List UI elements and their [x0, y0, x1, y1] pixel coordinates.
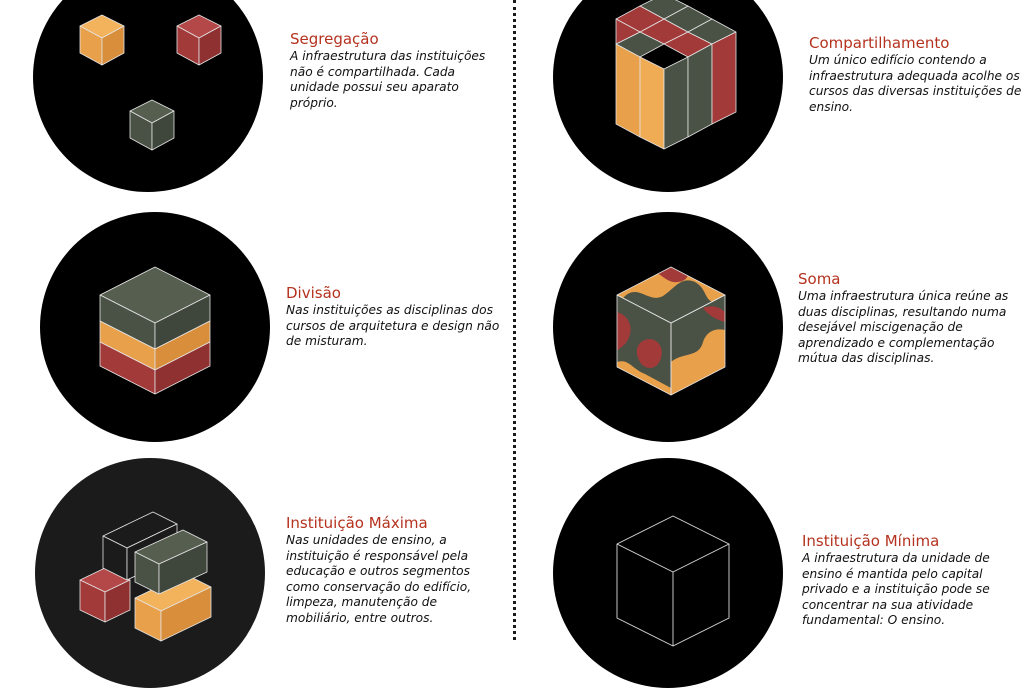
caption-text: A infraestrutura das instituições não é … [290, 49, 505, 111]
caption-segregation: Segregação A infraestrutura das institui… [290, 30, 505, 111]
center-divider [513, 0, 516, 640]
shared-cube-illustration [553, 0, 783, 192]
caption-title: Soma [798, 270, 1013, 288]
caption-title: Divisão [286, 284, 501, 302]
caption-compartilhamento: Compartilhamento Um único edifício conte… [809, 34, 1024, 115]
layered-cube-illustration [40, 212, 270, 442]
min-institution-diagram [553, 458, 783, 688]
sharing-diagram [553, 0, 783, 192]
caption-text: Nas instituições as disciplinas dos curs… [286, 303, 501, 350]
caption-instituicao-minima: Instituição Mínima A infraestrutura da u… [802, 532, 1017, 629]
separate-cubes-illustration [33, 0, 263, 192]
caption-instituicao-maxima: Instituição Máxima Nas unidades de ensin… [286, 514, 501, 626]
division-diagram [40, 212, 270, 442]
caption-text: Nas unidades de ensino, a instituição é … [286, 533, 501, 626]
caption-title: Instituição Mínima [802, 532, 1017, 550]
caption-title: Instituição Máxima [286, 514, 501, 532]
caption-divisao: Divisão Nas instituições as disciplinas … [286, 284, 501, 350]
max-institution-diagram [35, 458, 265, 688]
caption-text: A infraestrutura da unidade de ensino é … [802, 551, 1017, 629]
sum-diagram [553, 212, 783, 442]
caption-text: Uma infraestrutura única reúne as duas d… [798, 289, 1013, 367]
blended-cube-illustration [553, 212, 783, 442]
caption-text: Um único edifício contendo a infraestrut… [809, 53, 1024, 115]
caption-title: Segregação [290, 30, 505, 48]
caption-soma: Soma Uma infraestrutura única reúne as d… [798, 270, 1013, 367]
segregation-diagram [33, 0, 263, 192]
stacked-blocks-illustration [35, 458, 265, 688]
outline-cube-illustration [553, 458, 783, 688]
caption-title: Compartilhamento [809, 34, 1024, 52]
